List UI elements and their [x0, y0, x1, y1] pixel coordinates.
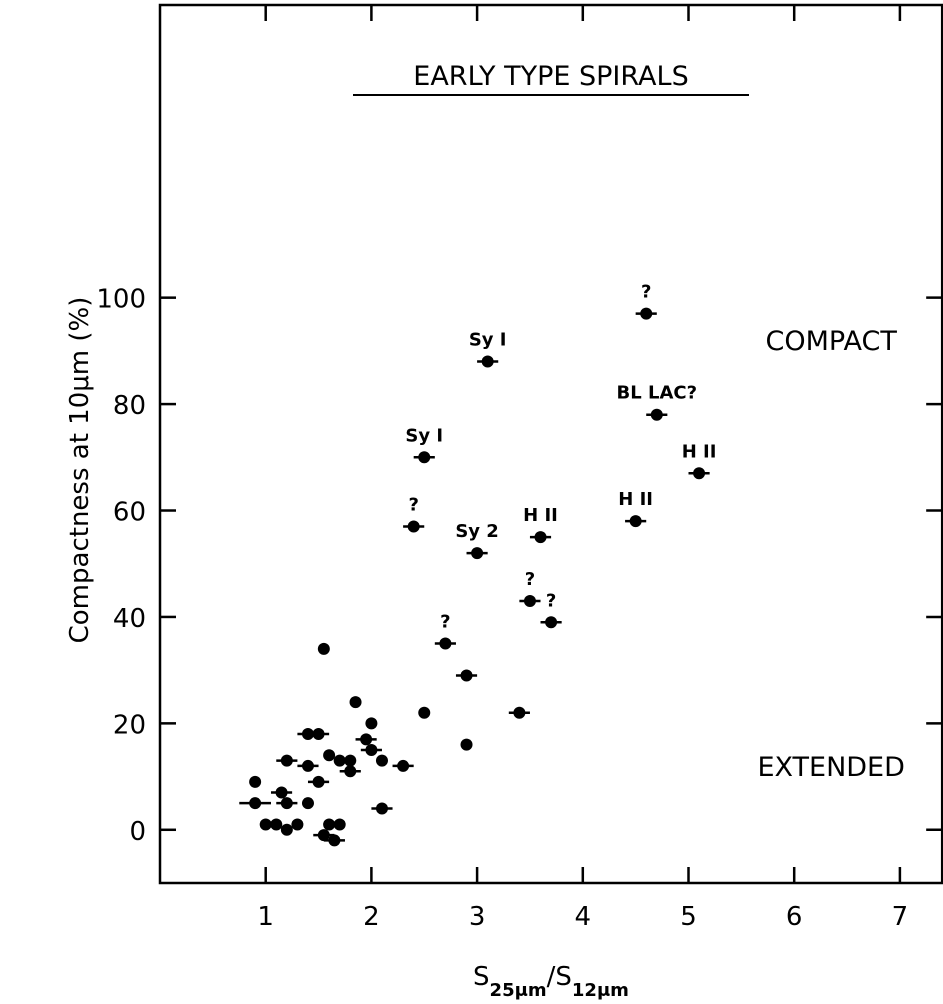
- region-label: COMPACT: [766, 326, 898, 357]
- point-label: H II: [682, 441, 717, 462]
- point-label: H II: [618, 489, 653, 510]
- point: [259, 818, 272, 831]
- x-tick-label: 4: [575, 902, 592, 932]
- point: [375, 754, 388, 767]
- point: [693, 467, 706, 480]
- point: [460, 669, 473, 682]
- point: [317, 642, 330, 655]
- x-axis-label-part: S: [555, 962, 572, 992]
- point: [328, 834, 341, 847]
- x-tick-label: 7: [892, 902, 909, 932]
- point: [301, 759, 314, 772]
- point: [534, 531, 547, 544]
- point: [439, 637, 452, 650]
- point: [545, 616, 558, 629]
- point-label: ?: [408, 494, 418, 515]
- point-label: Sy I: [405, 425, 443, 446]
- point: [397, 759, 410, 772]
- point: [375, 802, 388, 815]
- region-label: EXTENDED: [757, 752, 904, 783]
- point: [270, 818, 283, 831]
- point: [460, 738, 473, 751]
- point-label: ?: [440, 612, 450, 633]
- point: [280, 754, 293, 767]
- point: [312, 728, 325, 741]
- x-tick-label: 3: [469, 902, 486, 932]
- x-axis-label-part: 12μm: [572, 980, 629, 1001]
- point: [418, 451, 431, 464]
- point: [471, 547, 484, 560]
- point: [481, 355, 494, 368]
- point: [365, 743, 378, 756]
- x-tick-label: 5: [680, 902, 697, 932]
- y-tick-label: 40: [113, 604, 146, 634]
- point: [513, 706, 526, 719]
- point: [418, 706, 431, 719]
- x-axis-label-part: /: [547, 962, 556, 992]
- point: [323, 749, 336, 762]
- point-label: H II: [523, 505, 558, 526]
- point: [629, 515, 642, 528]
- plot-frame: [158, 3, 943, 885]
- point: [280, 823, 293, 836]
- y-axis-label: Compactness at 10μm (%): [65, 297, 95, 644]
- x-tick-label: 6: [786, 902, 803, 932]
- y-tick-label: 60: [113, 498, 146, 528]
- x-axis-label-part: S: [473, 962, 490, 992]
- point: [523, 594, 536, 607]
- point: [291, 818, 304, 831]
- y-tick-label: 100: [96, 285, 146, 315]
- x-axis-label: S25μm/S12μm: [473, 962, 629, 1001]
- x-tick-label: 1: [257, 902, 274, 932]
- y-tick-label: 80: [113, 391, 146, 421]
- chart-title: EARLY TYPE SPIRALS: [413, 61, 688, 92]
- point: [365, 717, 378, 730]
- y-tick-label: 20: [113, 710, 146, 740]
- point: [360, 733, 373, 746]
- point-label: ?: [525, 569, 535, 590]
- point: [344, 765, 357, 778]
- point: [312, 775, 325, 788]
- point-label: BL LAC?: [617, 383, 698, 404]
- point: [317, 829, 330, 842]
- point-label: ?: [641, 282, 651, 303]
- point-label: Sy I: [469, 330, 507, 351]
- y-tick-label: 0: [129, 817, 146, 847]
- point: [301, 797, 314, 810]
- point: [323, 818, 336, 831]
- point: [407, 520, 420, 533]
- point: [249, 775, 262, 788]
- point: [640, 307, 653, 320]
- point-label: Sy 2: [455, 521, 499, 542]
- point: [344, 754, 357, 767]
- x-axis-label-part: 25μm: [490, 980, 547, 1001]
- x-tick-label: 2: [363, 902, 380, 932]
- point: [275, 786, 288, 799]
- point: [650, 408, 663, 421]
- point: [333, 754, 346, 767]
- point: [249, 797, 262, 810]
- point: [333, 818, 346, 831]
- point: [280, 797, 293, 810]
- point: [349, 696, 362, 709]
- point-label: ?: [546, 590, 556, 611]
